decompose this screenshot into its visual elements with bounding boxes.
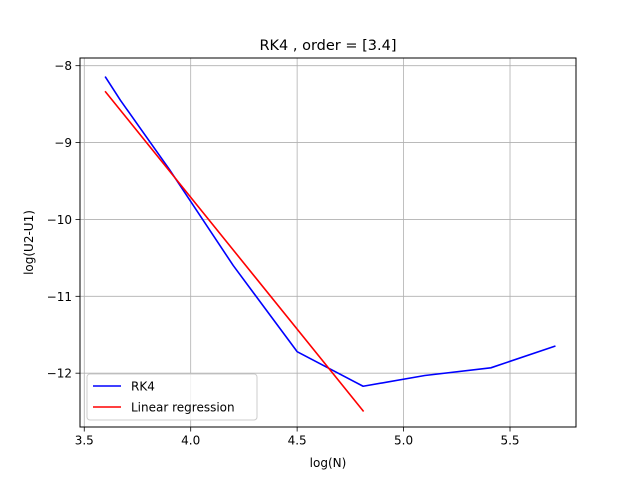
y-tick-label: −10 (47, 213, 72, 227)
series-line-rk4 (104, 76, 556, 388)
y-tick-label: −11 (47, 290, 72, 304)
x-tick-label: 5.5 (500, 434, 519, 448)
grid (80, 58, 576, 427)
chart-title: RK4 , order = [3.4] (259, 38, 396, 54)
y-tick-label: −9 (54, 136, 72, 150)
legend-label-linear-regression: Linear regression (131, 401, 235, 415)
y-tick-label: −8 (54, 59, 72, 73)
legend-box (86, 373, 258, 421)
x-axis-label: log(N) (310, 456, 347, 470)
x-tick-label: 4.5 (288, 434, 307, 448)
x-tick-label: 5.0 (394, 434, 413, 448)
plot-area-frame (79, 57, 577, 428)
y-tick-label: −12 (47, 367, 72, 381)
x-tick-label: 4.0 (181, 434, 200, 448)
axis-ticks: 3.5 4.0 4.5 5.0 5.5 −8 −9 −10 −11 −12 (47, 59, 520, 447)
x-tick-label: 3.5 (75, 434, 94, 448)
legend-label-rk4: RK4 (131, 380, 155, 394)
legend: RK4 Linear regression (86, 373, 258, 421)
series-line-linear-regression (104, 90, 365, 412)
y-axis-label: log(U2-U1) (22, 210, 36, 275)
series-lines (104, 76, 556, 412)
